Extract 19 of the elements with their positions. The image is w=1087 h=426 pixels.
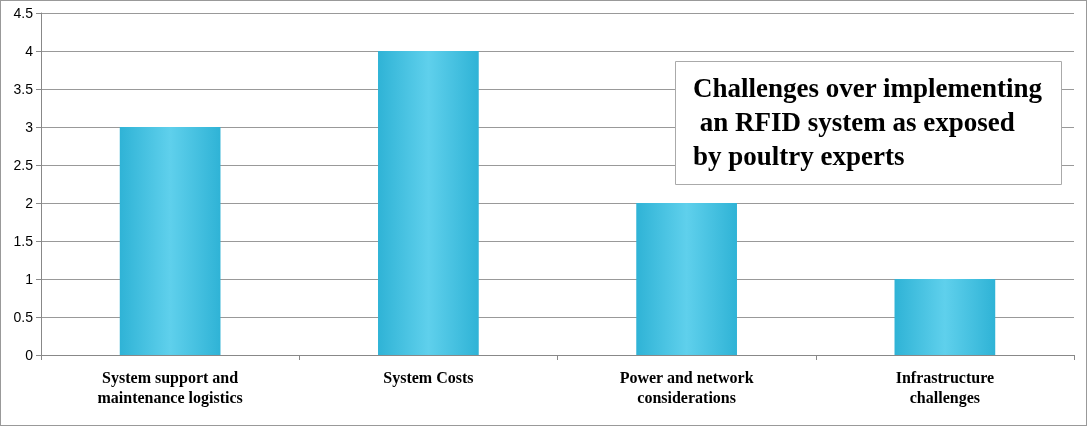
bar: [378, 51, 479, 355]
y-tick-label: 4: [25, 43, 34, 59]
y-tick-label: 1: [25, 271, 34, 287]
y-tick-label: 1.5: [13, 233, 34, 249]
y-tick-label: 4.5: [13, 5, 34, 21]
bar: [119, 127, 221, 355]
y-tick-label: 2.5: [13, 157, 34, 173]
text: Challenges over implementing an RFID system as exposed by poultry experts: [693, 73, 1043, 171]
x-tick-label: Infrastructure challenges: [895, 368, 995, 407]
bar: [636, 203, 737, 355]
y-tick-label: 3: [25, 119, 34, 135]
x-tick-label: System Costs: [383, 368, 474, 387]
bar: [894, 279, 996, 355]
y-tick-label: 2: [25, 195, 34, 211]
y-tick-label: 0.5: [13, 309, 34, 325]
x-tick-label: Power and network considerations: [619, 368, 754, 406]
y-tick-label: 0: [25, 347, 34, 363]
y-tick-label: 3.5: [13, 81, 34, 97]
x-tick-label: System support and maintenance logistics: [97, 368, 243, 407]
